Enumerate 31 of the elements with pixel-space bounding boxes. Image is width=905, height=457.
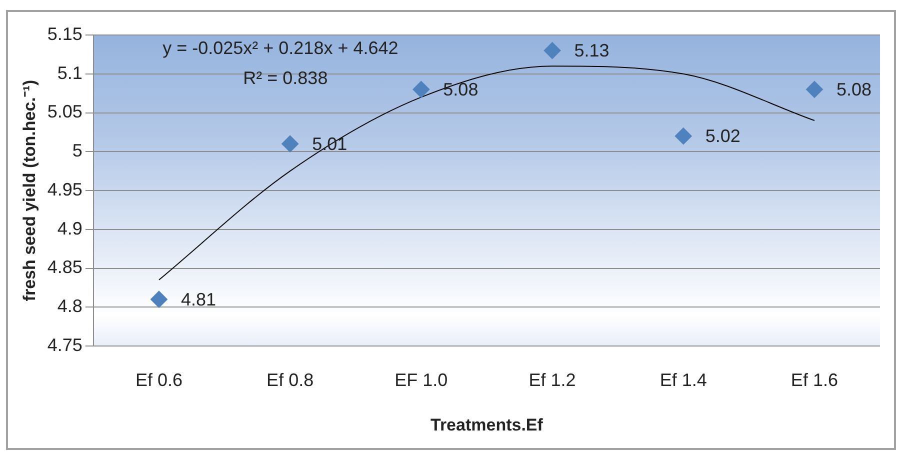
y-tick-label: 5.1 bbox=[57, 62, 82, 83]
x-tick-label: Ef 0.8 bbox=[266, 370, 314, 390]
point bbox=[806, 80, 823, 98]
y-tick-label: 5.05 bbox=[47, 102, 82, 122]
y-tick-label: 4.8 bbox=[57, 296, 82, 316]
point bbox=[412, 80, 430, 98]
data-label: 5.08 bbox=[836, 79, 872, 100]
x-tick-label: Ef 1.4 bbox=[660, 370, 707, 390]
x-tick-label: Ef 1.6 bbox=[790, 370, 838, 390]
y-tick-label: 4.85 bbox=[47, 257, 82, 278]
data-label: 4.81 bbox=[180, 289, 216, 310]
data-label: 5.13 bbox=[574, 40, 610, 61]
annotation: R² = 0.838 bbox=[243, 68, 328, 88]
x-axis-title: Treatments.Ef bbox=[430, 415, 544, 434]
annotation: y = -0.025x² + 0.218x + 4.642 bbox=[162, 38, 398, 58]
y-tick-label: 4.75 bbox=[47, 334, 82, 355]
y-tick-label: 5 bbox=[72, 140, 82, 161]
y-tick-label: 5.15 bbox=[47, 24, 82, 44]
data-label: 5.08 bbox=[443, 79, 478, 100]
x-tick-label: Ef 0.6 bbox=[135, 370, 182, 390]
x-tick-label: EF 1.0 bbox=[394, 370, 448, 390]
y-tick-label: 4.95 bbox=[47, 179, 82, 200]
line-series bbox=[158, 66, 815, 280]
y-tick-label: 4.9 bbox=[57, 218, 82, 238]
point bbox=[544, 42, 561, 60]
point bbox=[282, 135, 299, 152]
y-axis-title: fresh seed yield (ton.hec.⁻¹) bbox=[20, 80, 39, 302]
point bbox=[150, 290, 168, 308]
point bbox=[674, 128, 692, 145]
x-tick-label: Ef 1.2 bbox=[528, 370, 576, 390]
data-label: 5.02 bbox=[705, 126, 740, 146]
